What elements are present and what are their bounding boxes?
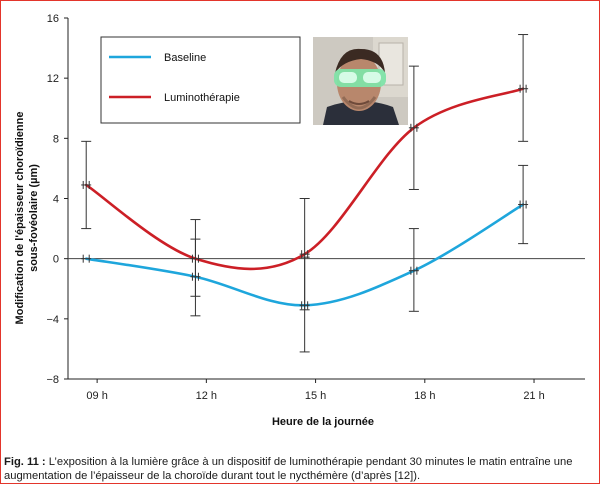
caption-label: Fig. 11 :	[4, 456, 46, 468]
line-chart: −8 −4 0 4 8 12 16 09 h 12 h 15 h 18 h 21 h Baseline…	[14, 13, 585, 428]
y-axis-title-line2: sous-fovéolaire (µm)	[28, 164, 40, 272]
y-tick-label: 4	[53, 194, 59, 206]
figure-caption: Fig. 11 : L’exposition à la lumière grâc…	[4, 455, 600, 483]
x-tick-label: 12 h	[196, 390, 217, 402]
y-tick-label: 0	[53, 254, 59, 266]
y-tick-label: 8	[53, 133, 59, 145]
legend: Baseline Luminothérapie	[100, 36, 301, 124]
series-luminotherapie	[81, 34, 529, 311]
x-tick-label: 18 h	[414, 390, 435, 402]
y-axis-title-line1: Modification de l'épaisseur choroïdienne	[14, 112, 26, 325]
y-tick-label: 16	[47, 13, 59, 25]
x-tick-label: 21 h	[523, 390, 544, 402]
luminotherapy-photo	[313, 37, 408, 125]
x-tick-label: 15 h	[305, 390, 326, 402]
caption-text: L’exposition à la lumière grâce à un dis…	[4, 456, 573, 482]
y-tick-label: 12	[47, 73, 59, 85]
x-tick-label: 09 h	[86, 390, 107, 402]
y-tick-label: −4	[46, 314, 59, 326]
series-layer	[81, 34, 529, 353]
person-with-light-glasses-icon	[313, 37, 408, 125]
axes: −8 −4 0 4 8 12 16 09 h 12 h 15 h 18 h 21 h	[46, 13, 585, 402]
legend-label-luminotherapie: Luminothérapie	[164, 92, 240, 104]
x-axis-title: Heure de la journée	[272, 416, 374, 428]
legend-label-baseline: Baseline	[164, 52, 206, 64]
legend-box	[100, 36, 301, 124]
y-tick-label: −8	[46, 374, 59, 386]
